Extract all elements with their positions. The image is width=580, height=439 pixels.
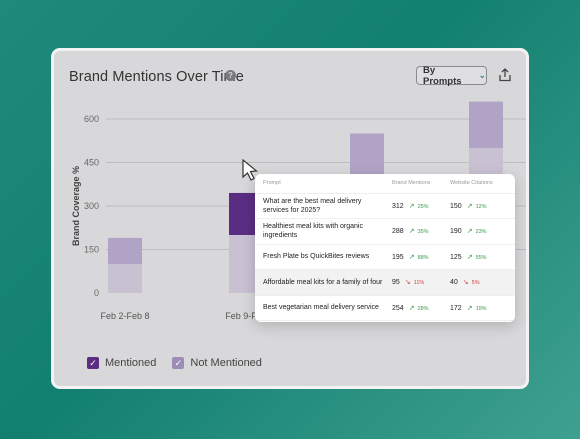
checkbox-checked-icon[interactable]: ✓ <box>172 357 185 369</box>
legend: ✓ Mentioned ✓ Not Mentioned <box>87 357 262 369</box>
bar-segment-lower <box>108 264 142 293</box>
x-tick-label: Feb 2-Feb 8 <box>100 311 149 321</box>
y-tick-label: 150 <box>84 245 99 255</box>
table-row[interactable]: Affordable meal kits for a family of fou… <box>255 269 515 296</box>
table-row[interactable]: Best vegetarian meal delivery service 254… <box>255 295 515 321</box>
trend-up-icon: ↗ <box>408 304 415 312</box>
header-website-citations: Website Citations <box>448 174 515 194</box>
x-tick-label: Feb 9-Feb <box>225 311 267 321</box>
citations-cell: 172 ↗ 19% <box>448 295 515 321</box>
mentions-cell: 254 ↗ 28% <box>386 295 448 321</box>
legend-label: Mentioned <box>105 357 157 369</box>
citations-cell: 190 ↗ 23% <box>448 218 515 245</box>
trend-up-icon: ↗ <box>408 253 415 261</box>
mentions-cell: 95 ↘ 11% <box>386 269 448 296</box>
citations-cell: 40 ↘ 5% <box>448 269 515 296</box>
prompt-cell: What are the best meal delivery services… <box>255 193 386 219</box>
y-tick-label: 450 <box>84 158 99 168</box>
dropdown-label: By Prompts <box>423 64 462 87</box>
mentions-cell: 288 ↗ 35% <box>386 218 448 245</box>
citations-cell: 125 ↗ 55% <box>448 244 515 270</box>
legend-label: Not Mentioned <box>190 357 262 369</box>
prompt-cell: Best vegetarian meal delivery service <box>255 295 386 321</box>
table-row[interactable]: Fresh Plate bs QuickBites reviews 195 ↗ 88%… <box>255 244 515 270</box>
trend-up-icon: ↗ <box>408 202 415 210</box>
trend-up-icon: ↗ <box>466 202 473 210</box>
table-row[interactable]: What are the best meal delivery services… <box>255 193 515 219</box>
y-tick-label: 300 <box>84 201 99 211</box>
mentions-cell: 195 ↗ 88% <box>386 244 448 270</box>
citations-cell: 150 ↗ 12% <box>448 193 515 219</box>
trend-down-icon: ↘ <box>404 279 411 287</box>
chevron-down-icon: ⌄ <box>478 70 486 80</box>
y-tick-label: 0 <box>94 288 99 298</box>
prompt-cell: Affordable meal kits for a family of fou… <box>255 269 386 296</box>
prompt-table: Prompt Brand Mentions Website Citations … <box>255 174 515 321</box>
prompt-cell: Fresh Plate bs QuickBites reviews <box>255 244 386 270</box>
trend-up-icon: ↗ <box>466 253 473 261</box>
card-title: Brand Mentions Over Time <box>69 69 244 85</box>
trend-up-icon: ↗ <box>408 228 415 236</box>
header-brand-mentions: Brand Mentions <box>386 174 448 194</box>
bar-segment-not-mentioned <box>108 237 142 264</box>
prompt-cell: Healthiest meal kits with organic ingred… <box>255 218 386 245</box>
trend-down-icon: ↘ <box>462 279 469 287</box>
by-prompts-dropdown[interactable]: By Prompts ⌄ <box>416 64 487 87</box>
header-prompt: Prompt <box>255 174 386 194</box>
mentions-cell: 312 ↗ 25% <box>386 193 448 219</box>
legend-item-mentioned[interactable]: ✓ Mentioned <box>87 357 156 369</box>
help-icon[interactable]: ? <box>225 70 236 81</box>
trend-up-icon: ↗ <box>466 228 473 236</box>
bar-segment-not-mentioned <box>469 101 503 148</box>
table-row[interactable]: Healthiest meal kits with organic ingred… <box>255 218 515 245</box>
y-axis-label: Brand Coverage % <box>71 166 81 246</box>
y-tick-label: 600 <box>84 114 99 124</box>
share-icon[interactable] <box>498 68 512 82</box>
checkbox-checked-icon[interactable]: ✓ <box>87 357 99 369</box>
prompt-breakdown-popup: Prompt Brand Mentions Website Citations … <box>255 174 515 322</box>
trend-up-icon: ↗ <box>466 304 473 312</box>
mouse-cursor-icon <box>242 159 259 181</box>
legend-item-not-mentioned[interactable]: ✓ Not Mentioned <box>172 357 262 369</box>
